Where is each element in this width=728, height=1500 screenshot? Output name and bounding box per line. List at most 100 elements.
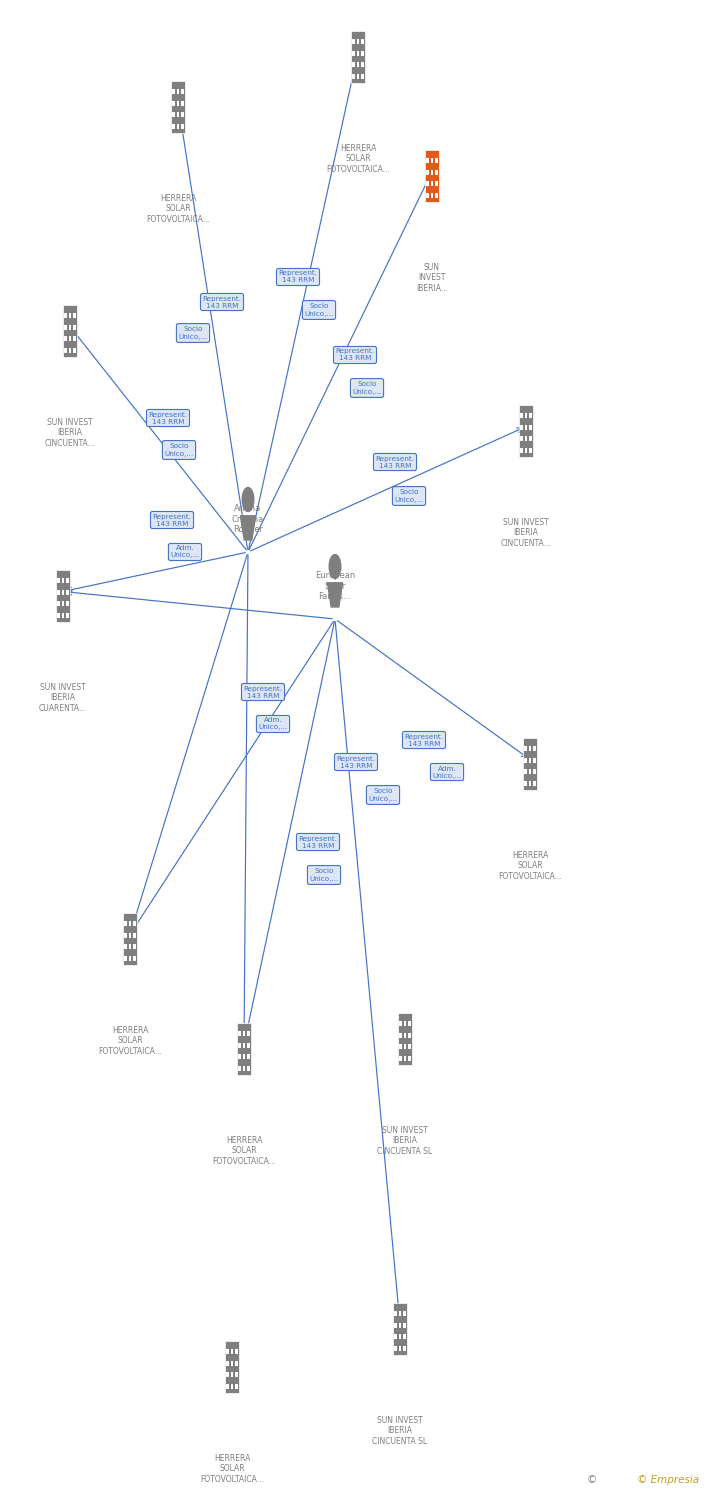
Text: HERRERA
SOLAR
FOTOVOLTAICA...: HERRERA SOLAR FOTOVOLTAICA... <box>146 194 210 224</box>
FancyBboxPatch shape <box>430 158 433 164</box>
FancyBboxPatch shape <box>132 956 135 962</box>
FancyBboxPatch shape <box>529 413 531 419</box>
FancyBboxPatch shape <box>403 1022 406 1026</box>
FancyBboxPatch shape <box>66 590 68 596</box>
Text: Socio
Único,...: Socio Único,... <box>368 788 397 802</box>
FancyBboxPatch shape <box>129 933 131 938</box>
FancyBboxPatch shape <box>427 194 429 198</box>
FancyBboxPatch shape <box>408 1022 411 1026</box>
FancyBboxPatch shape <box>361 62 363 68</box>
FancyBboxPatch shape <box>395 1311 397 1317</box>
FancyBboxPatch shape <box>225 1341 239 1394</box>
Text: SUN INVEST
IBERIA
CINCUENTA...: SUN INVEST IBERIA CINCUENTA... <box>44 419 95 448</box>
Text: European
Solar
Farms...: European Solar Farms... <box>315 572 355 602</box>
FancyBboxPatch shape <box>58 602 60 606</box>
FancyBboxPatch shape <box>238 1066 241 1071</box>
FancyBboxPatch shape <box>242 1066 245 1071</box>
FancyBboxPatch shape <box>427 158 429 164</box>
FancyBboxPatch shape <box>524 770 527 774</box>
FancyBboxPatch shape <box>247 1042 250 1048</box>
FancyBboxPatch shape <box>129 921 131 927</box>
FancyBboxPatch shape <box>181 124 183 129</box>
FancyBboxPatch shape <box>533 782 536 786</box>
FancyBboxPatch shape <box>247 1054 250 1059</box>
FancyBboxPatch shape <box>235 1348 237 1354</box>
Text: Socio
Único,...: Socio Único,... <box>352 381 381 396</box>
FancyBboxPatch shape <box>403 1334 405 1340</box>
FancyBboxPatch shape <box>399 1323 401 1328</box>
FancyBboxPatch shape <box>399 1311 401 1317</box>
Text: Represent.
143 RRM: Represent. 143 RRM <box>405 734 443 747</box>
FancyBboxPatch shape <box>68 336 71 342</box>
FancyBboxPatch shape <box>235 1372 237 1377</box>
FancyBboxPatch shape <box>533 770 536 774</box>
FancyBboxPatch shape <box>132 933 135 938</box>
FancyBboxPatch shape <box>124 933 127 938</box>
FancyBboxPatch shape <box>361 39 363 45</box>
Text: Represent.
143 RRM: Represent. 143 RRM <box>336 756 376 768</box>
FancyBboxPatch shape <box>430 182 433 186</box>
FancyBboxPatch shape <box>247 1030 250 1036</box>
Text: Represent.
143 RRM: Represent. 143 RRM <box>202 296 242 309</box>
Text: HERRERA
SOLAR
FOTOVOLTAICA...: HERRERA SOLAR FOTOVOLTAICA... <box>326 144 390 174</box>
FancyBboxPatch shape <box>173 88 175 94</box>
FancyBboxPatch shape <box>66 614 68 618</box>
FancyBboxPatch shape <box>124 944 127 950</box>
FancyBboxPatch shape <box>399 1346 401 1352</box>
FancyBboxPatch shape <box>525 424 527 430</box>
FancyBboxPatch shape <box>68 314 71 318</box>
Text: Represent.
143 RRM: Represent. 143 RRM <box>336 348 374 361</box>
FancyBboxPatch shape <box>427 170 429 176</box>
FancyBboxPatch shape <box>177 124 179 129</box>
Text: Socio
Único,...: Socio Único,... <box>165 442 194 458</box>
Text: Adm.
Unico,...: Adm. Unico,... <box>432 765 462 778</box>
FancyBboxPatch shape <box>62 614 64 618</box>
FancyBboxPatch shape <box>400 1032 402 1038</box>
FancyBboxPatch shape <box>357 74 360 80</box>
FancyBboxPatch shape <box>58 614 60 618</box>
FancyBboxPatch shape <box>235 1384 237 1389</box>
Text: Represent.
143 RRM: Represent. 143 RRM <box>152 513 191 526</box>
FancyBboxPatch shape <box>524 782 527 786</box>
Text: ©: © <box>587 1474 597 1485</box>
FancyBboxPatch shape <box>435 182 438 186</box>
FancyBboxPatch shape <box>395 1323 397 1328</box>
Text: Represent.
143 RRM: Represent. 143 RRM <box>376 456 414 468</box>
FancyBboxPatch shape <box>430 194 433 198</box>
FancyBboxPatch shape <box>237 1023 251 1076</box>
FancyBboxPatch shape <box>231 1360 233 1366</box>
FancyBboxPatch shape <box>238 1030 241 1036</box>
FancyBboxPatch shape <box>173 124 175 129</box>
FancyBboxPatch shape <box>56 570 70 622</box>
FancyBboxPatch shape <box>525 448 527 453</box>
FancyBboxPatch shape <box>231 1384 233 1389</box>
FancyBboxPatch shape <box>226 1384 229 1389</box>
FancyBboxPatch shape <box>124 956 127 962</box>
FancyBboxPatch shape <box>398 1013 412 1065</box>
FancyBboxPatch shape <box>173 112 175 117</box>
FancyBboxPatch shape <box>351 30 365 84</box>
FancyBboxPatch shape <box>64 324 67 330</box>
FancyBboxPatch shape <box>400 1022 402 1026</box>
Circle shape <box>329 555 341 579</box>
FancyBboxPatch shape <box>132 944 135 950</box>
FancyBboxPatch shape <box>529 424 531 430</box>
FancyBboxPatch shape <box>181 100 183 106</box>
FancyBboxPatch shape <box>395 1346 397 1352</box>
FancyBboxPatch shape <box>523 738 537 790</box>
FancyBboxPatch shape <box>529 746 531 752</box>
FancyBboxPatch shape <box>124 921 127 927</box>
FancyBboxPatch shape <box>68 348 71 352</box>
Text: Ariana
Cristina
Roeder: Ariana Cristina Roeder <box>232 504 264 534</box>
FancyBboxPatch shape <box>177 112 179 117</box>
FancyBboxPatch shape <box>525 413 527 419</box>
FancyBboxPatch shape <box>525 436 527 441</box>
FancyBboxPatch shape <box>529 782 531 786</box>
FancyBboxPatch shape <box>361 51 363 56</box>
FancyBboxPatch shape <box>435 194 438 198</box>
FancyBboxPatch shape <box>129 944 131 950</box>
FancyBboxPatch shape <box>408 1032 411 1038</box>
Circle shape <box>242 488 254 512</box>
FancyBboxPatch shape <box>73 348 76 352</box>
Text: Socio
Único,...: Socio Único,... <box>395 489 424 504</box>
